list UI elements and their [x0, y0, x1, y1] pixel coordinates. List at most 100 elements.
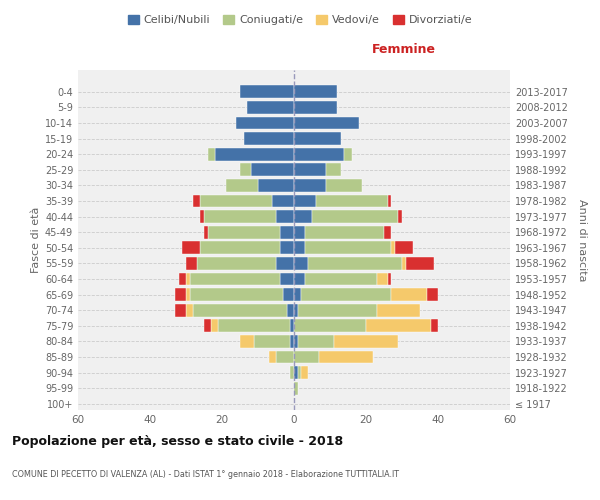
Bar: [294, 304, 298, 316]
Bar: [298, 335, 334, 348]
Bar: [190, 272, 280, 285]
Bar: [391, 288, 427, 301]
Bar: [294, 148, 344, 160]
Bar: [290, 320, 294, 332]
Bar: [294, 320, 366, 332]
Y-axis label: Fasce di età: Fasce di età: [31, 207, 41, 273]
Bar: [395, 242, 413, 254]
Bar: [431, 320, 438, 332]
Bar: [294, 164, 326, 176]
Text: Femmine: Femmine: [372, 44, 436, 57]
Bar: [427, 288, 438, 301]
Bar: [301, 366, 308, 379]
Bar: [294, 350, 319, 364]
Bar: [175, 288, 186, 301]
Bar: [204, 226, 208, 238]
Bar: [290, 366, 294, 379]
Bar: [294, 101, 337, 114]
Legend: Celibi/Nubili, Coniugati/e, Vedovi/e, Divorziati/e: Celibi/Nubili, Coniugati/e, Vedovi/e, Di…: [124, 10, 476, 30]
Text: COMUNE DI PECETTO DI VALENZA (AL) - Dati ISTAT 1° gennaio 2018 - Elaborazione TU: COMUNE DI PECETTO DI VALENZA (AL) - Dati…: [12, 470, 399, 479]
Bar: [294, 179, 326, 192]
Bar: [388, 194, 391, 207]
Bar: [294, 272, 305, 285]
Bar: [406, 257, 434, 270]
Bar: [398, 210, 402, 223]
Bar: [384, 226, 391, 238]
Bar: [294, 288, 301, 301]
Bar: [204, 320, 211, 332]
Bar: [294, 210, 312, 223]
Bar: [272, 194, 294, 207]
Bar: [334, 335, 398, 348]
Bar: [226, 179, 258, 192]
Bar: [402, 257, 406, 270]
Bar: [190, 288, 283, 301]
Bar: [316, 194, 388, 207]
Bar: [182, 242, 200, 254]
Bar: [280, 272, 294, 285]
Bar: [240, 86, 294, 98]
Bar: [204, 210, 276, 223]
Bar: [276, 257, 294, 270]
Bar: [179, 272, 186, 285]
Bar: [366, 320, 431, 332]
Bar: [218, 320, 290, 332]
Y-axis label: Anni di nascita: Anni di nascita: [577, 198, 587, 281]
Bar: [305, 226, 384, 238]
Bar: [283, 288, 294, 301]
Bar: [294, 257, 308, 270]
Bar: [254, 335, 290, 348]
Bar: [197, 257, 276, 270]
Bar: [280, 226, 294, 238]
Bar: [200, 242, 280, 254]
Bar: [280, 242, 294, 254]
Text: Popolazione per età, sesso e stato civile - 2018: Popolazione per età, sesso e stato civil…: [12, 435, 343, 448]
Bar: [193, 194, 200, 207]
Bar: [269, 350, 276, 364]
Bar: [290, 335, 294, 348]
Bar: [294, 226, 305, 238]
Bar: [175, 304, 186, 316]
Bar: [319, 350, 373, 364]
Bar: [211, 320, 218, 332]
Bar: [287, 304, 294, 316]
Bar: [391, 242, 395, 254]
Bar: [298, 366, 301, 379]
Bar: [294, 382, 298, 394]
Bar: [240, 164, 251, 176]
Bar: [294, 132, 341, 145]
Bar: [186, 304, 193, 316]
Bar: [326, 179, 362, 192]
Bar: [186, 288, 190, 301]
Bar: [305, 272, 377, 285]
Bar: [247, 101, 294, 114]
Bar: [200, 194, 272, 207]
Bar: [186, 272, 190, 285]
Bar: [208, 148, 215, 160]
Bar: [312, 210, 398, 223]
Bar: [298, 304, 377, 316]
Bar: [294, 335, 298, 348]
Bar: [215, 148, 294, 160]
Bar: [193, 304, 287, 316]
Bar: [236, 116, 294, 130]
Bar: [200, 210, 204, 223]
Bar: [301, 288, 391, 301]
Bar: [344, 148, 352, 160]
Bar: [326, 164, 341, 176]
Bar: [276, 350, 294, 364]
Bar: [208, 226, 280, 238]
Bar: [294, 366, 298, 379]
Bar: [244, 132, 294, 145]
Bar: [294, 116, 359, 130]
Bar: [308, 257, 402, 270]
Bar: [305, 242, 391, 254]
Bar: [240, 335, 254, 348]
Bar: [377, 272, 388, 285]
Bar: [251, 164, 294, 176]
Bar: [186, 257, 197, 270]
Bar: [388, 272, 391, 285]
Bar: [258, 179, 294, 192]
Bar: [276, 210, 294, 223]
Bar: [294, 194, 316, 207]
